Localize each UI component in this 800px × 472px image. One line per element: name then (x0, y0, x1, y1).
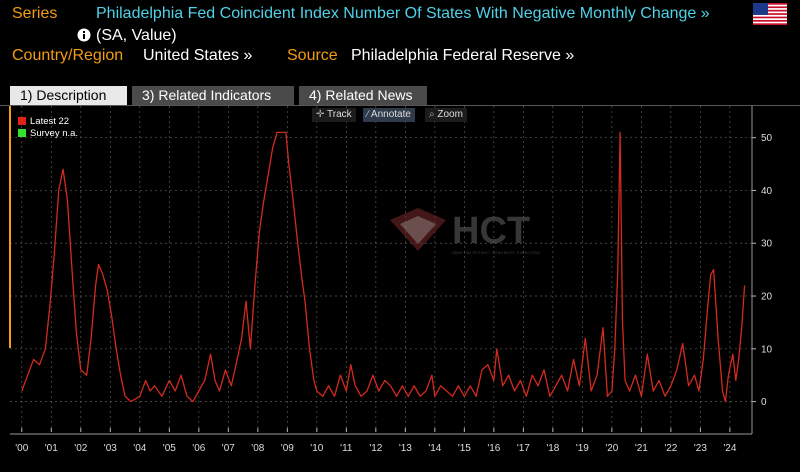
annotate-label: Annotate (370, 109, 411, 120)
grid (10, 106, 752, 428)
watermark-logo-icon (390, 208, 446, 251)
country-label: Country/Region (12, 47, 124, 64)
watermark-subtitle: NÂNG TẦM TRI THỨC · VỮNG BƯỚC THÀNH CÔNG (452, 250, 541, 255)
crosshair-icon: ✛ (316, 109, 325, 120)
legend-latest: Latest 22 (18, 116, 78, 128)
x-tick-label: '04 (133, 443, 146, 454)
source-link[interactable]: Philadelphia Federal Reserve » (351, 47, 575, 64)
x-tick-label: '11 (340, 443, 353, 454)
series-subtitle: (SA, Value) (96, 27, 177, 44)
x-tick-label: '13 (399, 443, 412, 454)
x-tick-label: '14 (428, 443, 441, 454)
x-tick-label: '16 (487, 443, 500, 454)
axes: 0 10 20 30 40 50 '00 '01 '02 '03 '04 '05 '06 '07 '08 '0… (10, 106, 773, 454)
x-tick-label: '23 (694, 443, 707, 454)
series-line (21, 131, 746, 403)
x-tick-label: '08 (251, 443, 264, 454)
series-label: Series (12, 5, 58, 22)
legend-survey-label: Survey n.a. (30, 128, 79, 139)
tab-related-news[interactable]: 4) Related News (299, 86, 427, 105)
track-button[interactable]: ✛ Track (312, 108, 356, 122)
y-tick-label: 30 (761, 239, 773, 250)
x-tick-label: '17 (517, 443, 530, 454)
x-tick-label: '19 (576, 443, 589, 454)
x-tick-label: '10 (310, 443, 323, 454)
tab-description[interactable]: 1) Description (10, 86, 127, 105)
pencil-icon: ⁄ (367, 109, 369, 120)
country-link[interactable]: United States » (143, 47, 253, 64)
y-tick-label: 40 (761, 186, 773, 197)
y-tick-label: 0 (761, 397, 767, 408)
watermark-logo-inner-icon (400, 216, 436, 244)
zoom-button[interactable]: ⌕ Zoom (425, 108, 467, 122)
x-tick-label: '24 (723, 443, 736, 454)
series-group (21, 131, 746, 403)
legend: Latest 22 Survey n.a. (18, 116, 78, 140)
tab-divider (0, 105, 800, 106)
tab-bar: 1) Description 3) Related Indicators 4) … (0, 86, 800, 106)
zoom-label: Zoom (437, 109, 463, 120)
source-label: Source (287, 47, 338, 64)
x-tick-label: '09 (281, 443, 294, 454)
y-tick-label: 10 (761, 344, 773, 355)
x-tick-label: '03 (104, 443, 117, 454)
annotate-button[interactable]: ⁄ Annotate (363, 108, 415, 122)
track-label: Track (327, 109, 352, 120)
x-tick-label: '20 (605, 443, 618, 454)
x-tick-label: '02 (74, 443, 87, 454)
legend-latest-label: Latest 22 (30, 116, 70, 127)
y-tick-label: 20 (761, 292, 773, 303)
legend-latest-swatch (18, 117, 26, 125)
y-tick-label: 50 (761, 133, 773, 144)
x-tick-label: '07 (222, 443, 235, 454)
watermark: HCT NÂNG TẦM TRI THỨC · VỮNG BƯỚC THÀNH … (390, 208, 541, 255)
info-icon[interactable] (77, 28, 91, 47)
series-title-link[interactable]: Philadelphia Fed Coincident Index Number… (96, 5, 710, 22)
chart-area: HCT NÂNG TẦM TRI THỨC · VỮNG BƯỚC THÀNH … (9, 106, 773, 454)
x-tick-label: '00 (15, 443, 28, 454)
x-tick-label: '06 (192, 443, 205, 454)
x-tick-label: '15 (458, 443, 471, 454)
chart-svg: HCT NÂNG TẦM TRI THỨC · VỮNG BƯỚC THÀNH … (9, 106, 773, 454)
x-tick-label: '21 (635, 443, 648, 454)
legend-survey: Survey n.a. (18, 128, 78, 140)
watermark-text: HCT (452, 210, 530, 252)
x-tick-label: '05 (163, 443, 176, 454)
tab-related-indicators[interactable]: 3) Related Indicators (132, 86, 294, 105)
x-tick-label: '18 (546, 443, 559, 454)
x-tick-label: '12 (369, 443, 382, 454)
search-icon: ⌕ (429, 109, 435, 120)
legend-survey-swatch (18, 129, 26, 137)
x-tick-label: '01 (45, 443, 58, 454)
x-tick-label: '22 (664, 443, 677, 454)
us-flag-icon (753, 3, 787, 25)
